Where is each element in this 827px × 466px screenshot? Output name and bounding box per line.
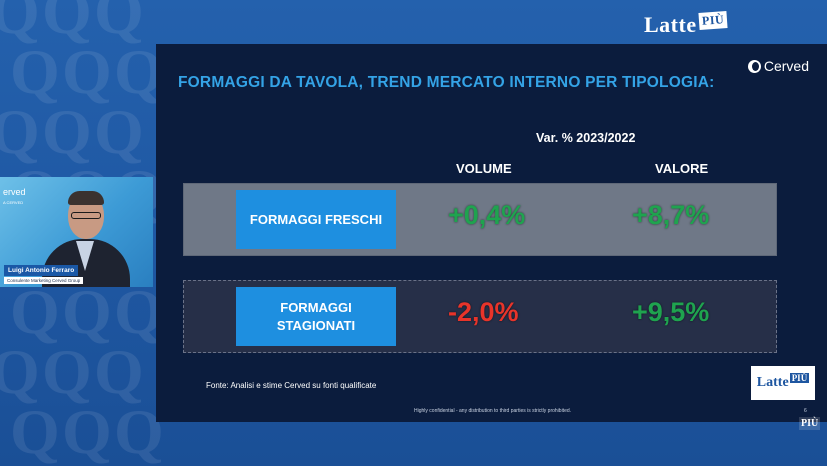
variation-label: Var. % 2023/2022 [536,131,636,145]
corner-logo: PIÙ [799,417,821,430]
background-q-glyph: Q [94,336,144,407]
background-q-glyph: Q [0,96,40,167]
valore-value: +9,5% [632,297,710,327]
background-q-glyph: Q [10,396,60,466]
lattepiu-logo: Latte PIÙ [644,11,728,38]
background-q-glyph: Q [10,276,60,347]
slide-lattepiu-logo: Latte PIÙ [751,366,815,400]
background-q-glyph: Q [62,276,112,347]
page-number: 6 [804,408,807,414]
background-q-glyph: Q [94,0,144,47]
logo-text: Latte [644,12,697,37]
cerved-mark-icon [747,59,761,73]
column-header-volume: VOLUME [456,161,512,176]
category-label: FORMAGGI FRESCHI [236,190,396,249]
slide-logo-badge: PIÙ [789,373,810,383]
background-q-glyph: Q [62,36,112,107]
background-q-glyph: Q [10,36,60,107]
column-header-valore: VALORE [655,161,709,176]
speaker-webcam: erved A CERVED Luigi Antonio Ferraro Con… [0,177,153,287]
background-q-glyph: Q [114,396,164,466]
background-q-glyph: Q [94,96,144,167]
background-q-glyph: Q [42,336,92,407]
slide-logo-text: Latte [756,375,789,390]
table-row: FORMAGGI STAGIONATI -2,0% +9,5% [183,280,777,353]
confidential-note: Highly confidential - any distribution t… [414,408,572,414]
cerved-brand: Cerved [763,58,809,74]
category-label-text: FORMAGGI STAGIONATI [276,299,356,333]
logo-badge: PIÙ [698,11,728,30]
volume-value: -2,0% [448,297,519,327]
cerved-logo: Cerved [747,58,809,74]
background-q-glyph: Q [114,36,164,107]
speaker-glasses [71,212,101,219]
webcam-brand-sub: A CERVED [3,200,24,205]
slide-title: FORMAGGI DA TAVOLA, TREND MERCATO INTERN… [178,74,715,91]
background-q-glyph: Q [0,336,40,407]
speaker-name: Luigi Antonio Ferraro [4,265,79,276]
volume-value: +0,4% [448,200,526,230]
background-q-glyph: Q [62,396,112,466]
valore-value: +8,7% [632,200,710,230]
category-label: FORMAGGI STAGIONATI [236,287,396,346]
table-row: FORMAGGI FRESCHI +0,4% +8,7% [183,183,777,256]
source-note: Fonte: Analisi e stime Cerved su fonti q… [206,381,377,390]
presentation-slide: FORMAGGI DA TAVOLA, TREND MERCATO INTERN… [156,44,827,422]
background-q-glyph: Q [0,0,40,47]
webcam-brand: erved [3,187,26,197]
background-q-glyph: Q [114,276,164,347]
speaker-hair [68,191,104,205]
speaker-role: Consulente Marketing Cerved Group [4,277,84,284]
background-q-glyph: Q [42,0,92,47]
background-q-glyph: Q [42,96,92,167]
